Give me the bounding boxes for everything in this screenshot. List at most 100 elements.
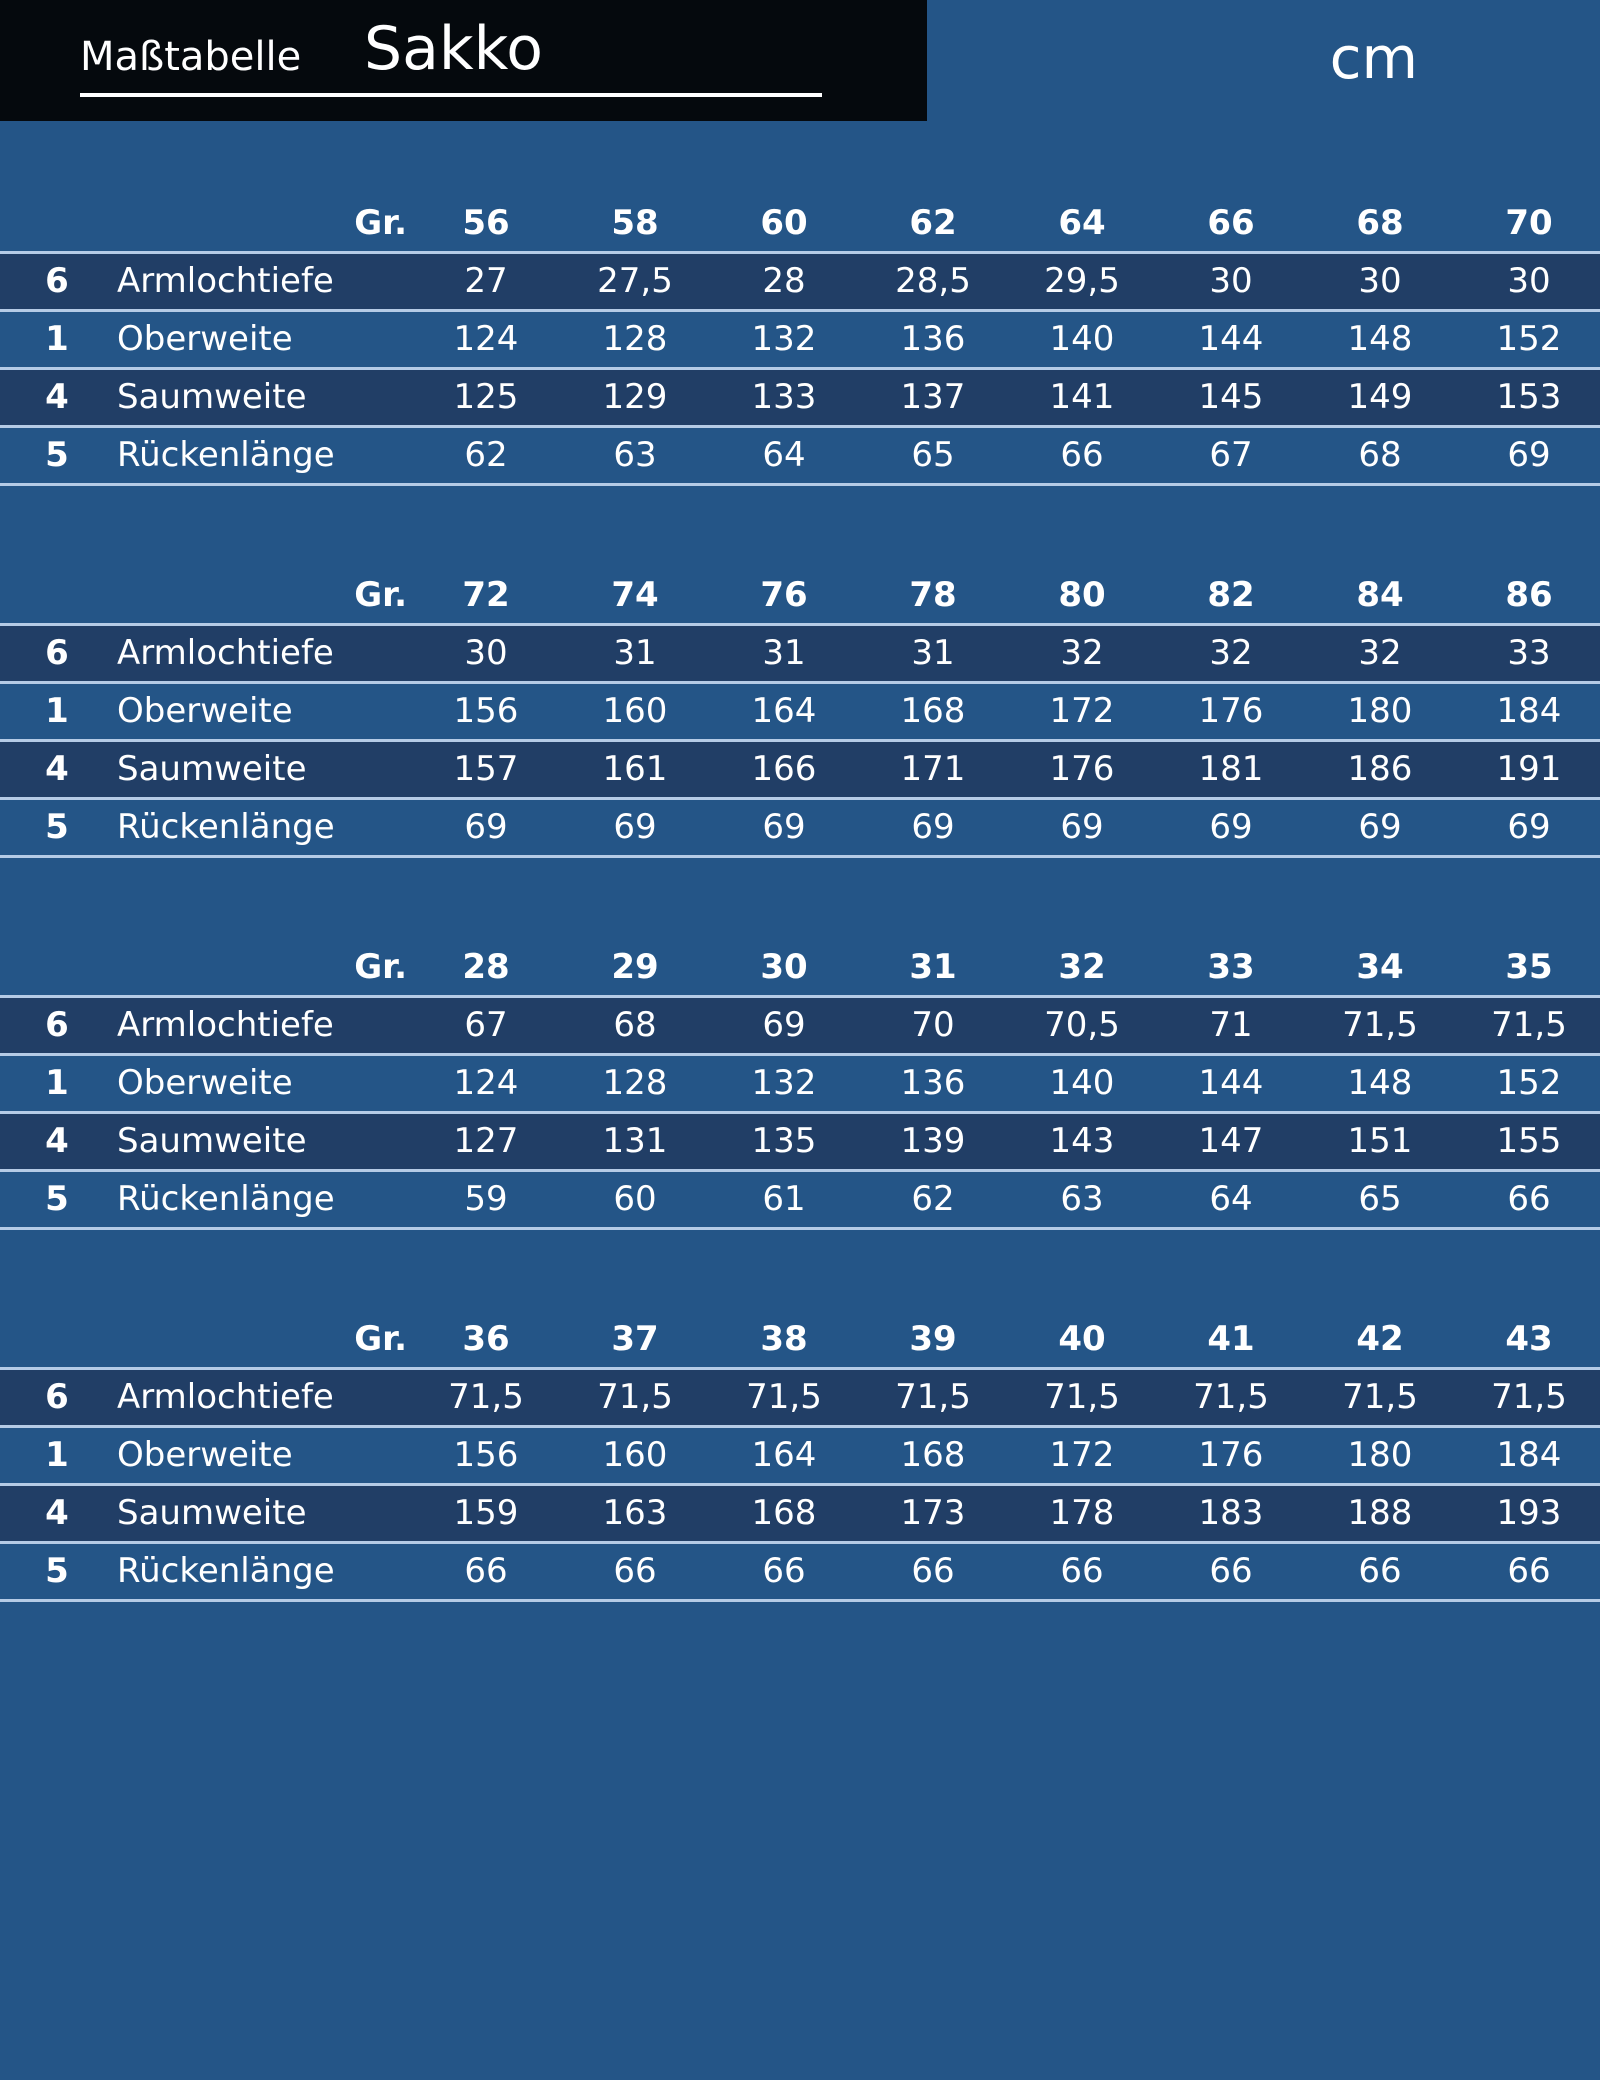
value-cell: 184 (1496, 1435, 1562, 1475)
value-cell: 191 (1496, 749, 1562, 789)
value-cell: 128 (602, 319, 668, 359)
value-cell: 60 (613, 1179, 657, 1219)
size-label: Gr. (354, 947, 407, 987)
value-cell: 137 (900, 377, 966, 417)
value-cell: 31 (911, 633, 955, 673)
value-cell: 32 (1358, 633, 1402, 673)
row-name: Rückenlänge (117, 435, 335, 475)
row-number: 5 (45, 435, 69, 475)
value-cell: 152 (1496, 319, 1562, 359)
value-cell: 148 (1347, 1063, 1413, 1103)
value-cell: 66 (1358, 1551, 1402, 1591)
row-number: 5 (45, 1551, 69, 1591)
value-cell: 160 (602, 1435, 668, 1475)
row-name: Rückenlänge (117, 1179, 335, 1219)
value-cell: 66 (464, 1551, 508, 1591)
size-header: 43 (1505, 1319, 1553, 1359)
value-cell: 70 (911, 1005, 955, 1045)
value-cell: 71,5 (1342, 1377, 1418, 1417)
value-cell: 66 (762, 1551, 806, 1591)
unit: cm (1329, 24, 1418, 92)
value-cell: 153 (1496, 377, 1562, 417)
value-cell: 125 (453, 377, 519, 417)
value-cell: 156 (453, 691, 519, 731)
row-rule (0, 1227, 1600, 1230)
row-number: 1 (45, 691, 69, 731)
row-rule (0, 483, 1600, 486)
value-cell: 71,5 (448, 1377, 524, 1417)
row-band (0, 1486, 1600, 1541)
row-number: 4 (45, 1121, 69, 1161)
value-cell: 69 (1358, 807, 1402, 847)
value-cell: 27,5 (597, 261, 673, 301)
value-cell: 63 (613, 435, 657, 475)
value-cell: 149 (1347, 377, 1413, 417)
value-cell: 33 (1507, 633, 1551, 673)
row-rule (0, 739, 1600, 742)
value-cell: 136 (900, 1063, 966, 1103)
value-cell: 68 (613, 1005, 657, 1045)
size-header: 64 (1058, 203, 1106, 243)
row-band (0, 254, 1600, 309)
size-header: 42 (1356, 1319, 1404, 1359)
size-header: 28 (462, 947, 510, 987)
value-cell: 71 (1209, 1005, 1253, 1045)
value-cell: 178 (1049, 1493, 1115, 1533)
value-cell: 69 (1209, 807, 1253, 847)
value-cell: 129 (602, 377, 668, 417)
value-cell: 30 (1507, 261, 1551, 301)
value-cell: 67 (1209, 435, 1253, 475)
value-cell: 65 (911, 435, 955, 475)
row-rule (0, 1483, 1600, 1486)
row-rule (0, 995, 1600, 998)
size-header: 33 (1207, 947, 1255, 987)
value-cell: 144 (1198, 319, 1264, 359)
value-cell: 161 (602, 749, 668, 789)
value-cell: 32 (1060, 633, 1104, 673)
value-cell: 64 (762, 435, 806, 475)
size-header: 30 (760, 947, 808, 987)
value-cell: 66 (613, 1551, 657, 1591)
header-underline (80, 93, 822, 97)
value-cell: 30 (1358, 261, 1402, 301)
size-header: 32 (1058, 947, 1106, 987)
row-number: 6 (45, 261, 69, 301)
size-header: 86 (1505, 575, 1553, 615)
size-header: 76 (760, 575, 808, 615)
row-name: Oberweite (117, 319, 293, 359)
value-cell: 71,5 (1491, 1377, 1567, 1417)
size-header: 82 (1207, 575, 1255, 615)
value-cell: 69 (1507, 435, 1551, 475)
row-rule (0, 1599, 1600, 1602)
value-cell: 184 (1496, 691, 1562, 731)
value-cell: 69 (1507, 807, 1551, 847)
value-cell: 67 (464, 1005, 508, 1045)
row-name: Rückenlänge (117, 1551, 335, 1591)
value-cell: 176 (1049, 749, 1115, 789)
value-cell: 136 (900, 319, 966, 359)
value-cell: 159 (453, 1493, 519, 1533)
value-cell: 66 (1507, 1179, 1551, 1219)
size-header: 37 (611, 1319, 659, 1359)
row-band (0, 370, 1600, 425)
value-cell: 71,5 (1044, 1377, 1120, 1417)
row-rule (0, 425, 1600, 428)
value-cell: 183 (1198, 1493, 1264, 1533)
value-cell: 69 (464, 807, 508, 847)
value-cell: 30 (1209, 261, 1253, 301)
value-cell: 176 (1198, 1435, 1264, 1475)
row-number: 1 (45, 319, 69, 359)
value-cell: 127 (453, 1121, 519, 1161)
value-cell: 155 (1496, 1121, 1562, 1161)
value-cell: 132 (751, 319, 817, 359)
size-header: 78 (909, 575, 957, 615)
value-cell: 32 (1209, 633, 1253, 673)
value-cell: 66 (1209, 1551, 1253, 1591)
row-number: 6 (45, 1377, 69, 1417)
row-rule (0, 1367, 1600, 1370)
value-cell: 61 (762, 1179, 806, 1219)
value-cell: 66 (1060, 1551, 1104, 1591)
size-header: 62 (909, 203, 957, 243)
header-bar (0, 0, 927, 121)
row-number: 4 (45, 749, 69, 789)
